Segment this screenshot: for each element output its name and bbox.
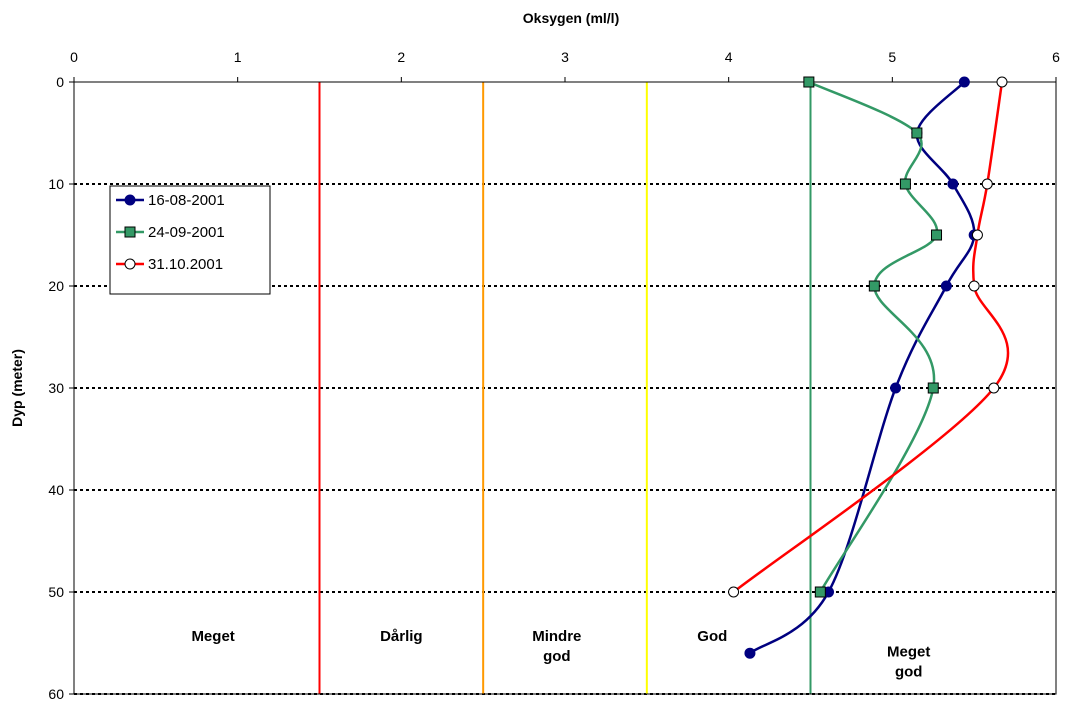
legend-box xyxy=(109,185,271,295)
y-tick-label-40: 40 xyxy=(48,482,64,498)
x-tick-label-4: 4 xyxy=(725,49,733,65)
x-tick-label-6: 6 xyxy=(1052,49,1060,65)
quality-zone-labels: Meget Dårlig Mindre god God Meget god xyxy=(191,628,930,680)
series-2-point-1 xyxy=(803,76,815,88)
series-line-1 xyxy=(749,81,976,655)
x-axis-ticks: 0 1 2 3 4 5 6 xyxy=(70,49,1060,82)
y-tick-label-60: 60 xyxy=(48,686,64,702)
legend-marker-3 xyxy=(124,258,136,270)
y-axis-title: Dyp (meter) xyxy=(9,349,25,427)
x-tick-label-5: 5 xyxy=(888,49,896,65)
y-tick-label-20: 20 xyxy=(48,278,64,294)
series-1-point-1 xyxy=(958,76,970,88)
zone-label-2: Dårlig xyxy=(380,628,423,645)
x-tick-label-1: 1 xyxy=(234,49,242,65)
series-1-point-5 xyxy=(940,280,952,292)
series-2-point-5 xyxy=(868,280,880,292)
quality-thresholds xyxy=(318,82,812,694)
series-2-point-3 xyxy=(899,178,911,190)
x-tick-label-2: 2 xyxy=(397,49,405,65)
y-tick-label-10: 10 xyxy=(48,176,64,192)
series-3-point-6 xyxy=(728,586,740,598)
data-series xyxy=(728,76,1010,659)
y-tick-label-0: 0 xyxy=(56,74,64,90)
x-tick-label-3: 3 xyxy=(561,49,569,65)
zone-label-1: Meget xyxy=(191,628,234,645)
legend-label-3: 31.10.2001 xyxy=(148,256,223,273)
legend-label-2: 24-09-2001 xyxy=(148,224,225,241)
series-line-3 xyxy=(732,81,1010,593)
series-3-point-1 xyxy=(996,76,1008,88)
series-2-point-2 xyxy=(911,127,923,139)
series-2-point-6 xyxy=(927,382,939,394)
zone-label-5: Meget god xyxy=(887,643,930,680)
zone-label-3: Mindre god xyxy=(532,628,581,665)
x-tick-label-0: 0 xyxy=(70,49,78,65)
legend-marker-2 xyxy=(124,226,136,238)
zone-label-4: God xyxy=(697,628,727,645)
y-tick-label-50: 50 xyxy=(48,584,64,600)
series-2-point-4 xyxy=(931,229,943,241)
y-tick-label-30: 30 xyxy=(48,380,64,396)
series-3-point-3 xyxy=(971,229,983,241)
series-3-point-2 xyxy=(981,178,993,190)
series-2-point-7 xyxy=(814,586,826,598)
x-axis-title: Oksygen (ml/l) xyxy=(523,10,619,26)
legend-marker-1 xyxy=(124,194,136,206)
series-1-point-8 xyxy=(744,647,756,659)
legend-label-1: 16-08-2001 xyxy=(148,192,225,209)
series-1-point-6 xyxy=(890,382,902,394)
series-3-point-4 xyxy=(968,280,980,292)
series-3-point-5 xyxy=(988,382,1000,394)
series-1-point-3 xyxy=(947,178,959,190)
legend: 16-08-2001 24-09-2001 31.10.2001 xyxy=(109,185,271,295)
y-axis-ticks: 0 10 20 30 40 50 60 xyxy=(48,74,74,702)
